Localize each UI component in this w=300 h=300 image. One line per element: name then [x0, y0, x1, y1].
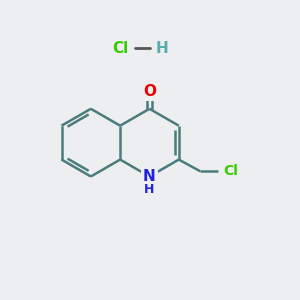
Text: H: H [144, 183, 155, 196]
Text: O: O [143, 84, 156, 99]
Text: Cl: Cl [223, 164, 238, 178]
Text: N: N [143, 169, 156, 184]
Text: Cl: Cl [112, 41, 129, 56]
Text: H: H [155, 41, 168, 56]
